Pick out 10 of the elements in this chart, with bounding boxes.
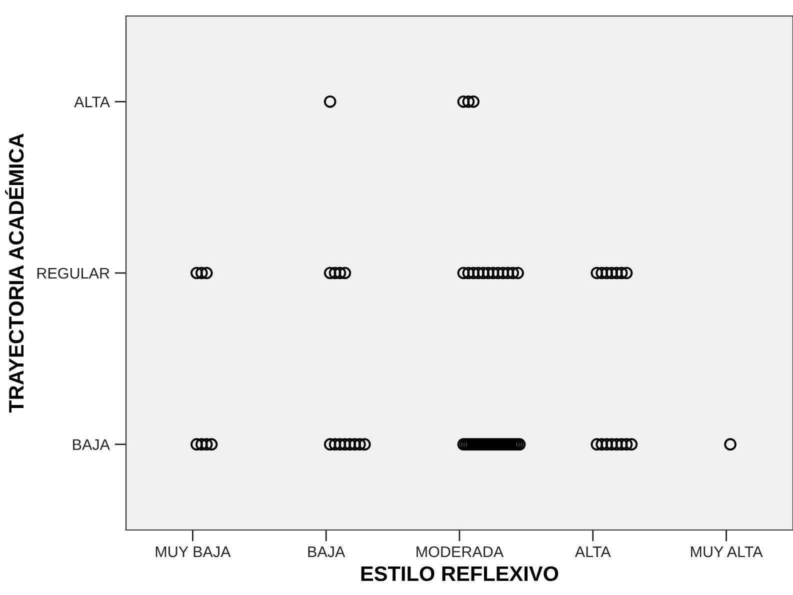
x-tick-label: MUY ALTA (691, 546, 763, 558)
x-tick-label: MODERADA (416, 546, 504, 558)
x-tick-label: MUY BAJA (156, 546, 231, 558)
y-axis-title: TRAYECTORIA ACADÉMICA (5, 134, 24, 413)
x-axis-title: ESTILO REFLEXIVO (361, 566, 558, 582)
category-label: ALTA (74, 96, 110, 108)
category-label: REGULAR (37, 268, 110, 279)
category-label: BAJA (73, 439, 110, 450)
x-tick-label: ALTA (574, 546, 611, 558)
x-tick-label: BAJA (308, 546, 346, 558)
